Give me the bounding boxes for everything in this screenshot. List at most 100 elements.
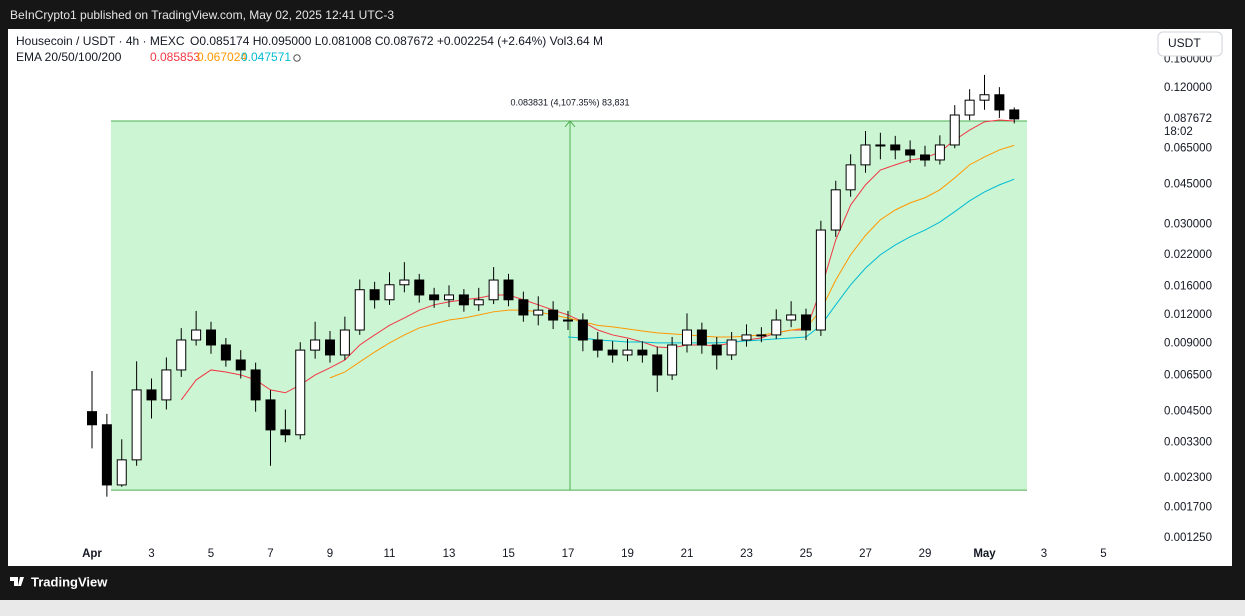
x-tick-label: 27 [859, 548, 872, 560]
y-tick-label: 0.009000 [1164, 337, 1212, 349]
candle-body [994, 94, 1005, 111]
candle-body [1009, 109, 1020, 120]
candle-body [369, 289, 380, 301]
footer-brand: TradingView [31, 574, 108, 589]
candle-body [220, 344, 231, 361]
candle-body [548, 309, 559, 321]
candle-body [920, 154, 930, 161]
x-tick-label: Apr [82, 548, 102, 560]
x-tick-label: 21 [681, 548, 694, 560]
candle-body [176, 339, 187, 371]
candle-body [786, 314, 797, 321]
candle-body [533, 309, 544, 316]
candle-body [429, 294, 440, 301]
measure-arrowhead [564, 120, 576, 128]
y-tick-label: 0.001700 [1164, 502, 1212, 514]
x-tick-label: 19 [621, 548, 634, 560]
candle-body [711, 344, 722, 356]
candle-body [607, 349, 618, 356]
y-tick-label: 0.012000 [1164, 309, 1212, 321]
legend-value: 0.067024 [197, 50, 247, 64]
y-tick-label: 0.001250 [1164, 532, 1212, 544]
candle-body [934, 144, 945, 161]
x-tick-label: 13 [443, 548, 456, 560]
candle-body [979, 94, 990, 101]
candle-body [444, 294, 454, 301]
y-tick-label: 0.120000 [1164, 82, 1212, 94]
candle-body [845, 164, 856, 191]
candle-body [235, 359, 246, 371]
y-tick-label: 0.160000 [1164, 54, 1212, 66]
ema-line [329, 144, 1015, 379]
legend-value: 0.047571 [241, 50, 291, 64]
countdown: 18:02 [1164, 126, 1193, 138]
x-tick-label: 3 [148, 548, 154, 560]
x-tick-label: 17 [562, 548, 575, 560]
candle-body [622, 349, 633, 356]
candle-body [949, 114, 960, 146]
measure-range [111, 120, 1027, 491]
candle-body [726, 339, 737, 356]
candle-body [652, 354, 663, 376]
candle-body [801, 314, 811, 331]
visibility-icon [293, 54, 301, 62]
candle-body [473, 299, 484, 306]
candle-body [131, 389, 142, 461]
candle-body [488, 279, 499, 301]
logo [10, 577, 24, 586]
candle-body [206, 329, 216, 346]
candle-body [384, 284, 395, 301]
candle-body [87, 411, 97, 426]
y-tick-label: 0.065000 [1164, 142, 1212, 154]
candle-body [101, 424, 112, 486]
x-tick-label: 5 [208, 548, 214, 560]
candle-body [771, 319, 782, 336]
candle-body [905, 149, 916, 156]
y-tick-label: 0.006500 [1164, 369, 1212, 381]
x-tick-label: 5 [1100, 548, 1106, 560]
candle-body [280, 429, 291, 436]
candle-body [682, 329, 692, 346]
candle-body [116, 459, 127, 486]
candle-body [741, 334, 752, 341]
candle-body [577, 319, 588, 341]
candle-body [310, 339, 321, 351]
publisher: BeInCrypto1 published on TradingView.com… [10, 8, 394, 22]
y-tick-label: 0.016000 [1164, 281, 1212, 293]
measure-label: 0.083831 (4,107.35%) 83,831 [510, 97, 629, 107]
candle-body [860, 144, 871, 166]
candle-body [830, 189, 841, 231]
x-tick-label: 7 [267, 548, 273, 560]
candle-body [265, 399, 276, 431]
candle-body [964, 99, 975, 116]
candle-body [399, 279, 410, 286]
candle-body [146, 389, 157, 401]
candle-body [637, 349, 648, 356]
currency-button[interactable]: USDT [1157, 31, 1223, 57]
x-tick-label: 15 [502, 548, 515, 560]
candle-body [325, 339, 335, 356]
x-tick-label: May [973, 548, 996, 560]
x-tick-label: 23 [740, 548, 753, 560]
candle-body [563, 319, 573, 322]
indicator-label: EMA 20/50/100/200 [16, 50, 122, 64]
candle-body [696, 329, 707, 346]
candle-body [458, 294, 469, 306]
legend-value: 0.085853 [150, 50, 200, 64]
ema-line [180, 119, 1015, 401]
button-frame[interactable] [1157, 31, 1223, 57]
button-label[interactable]: USDT [1168, 36, 1201, 50]
ohlc-legend: O0.085174 H0.095000 L0.081008 C0.087672 … [190, 34, 603, 48]
y-tick-label: 0.045000 [1164, 179, 1212, 191]
candle-body [890, 144, 901, 151]
x-tick-label: 9 [327, 548, 333, 560]
x-tick-label: 3 [1041, 548, 1047, 560]
x-tick-label: 11 [384, 548, 396, 560]
candle-body [518, 299, 529, 316]
candle-body [339, 329, 350, 356]
logo-icon [10, 577, 24, 586]
candle-body [414, 279, 425, 296]
y-tick-label: 0.003300 [1164, 436, 1212, 448]
